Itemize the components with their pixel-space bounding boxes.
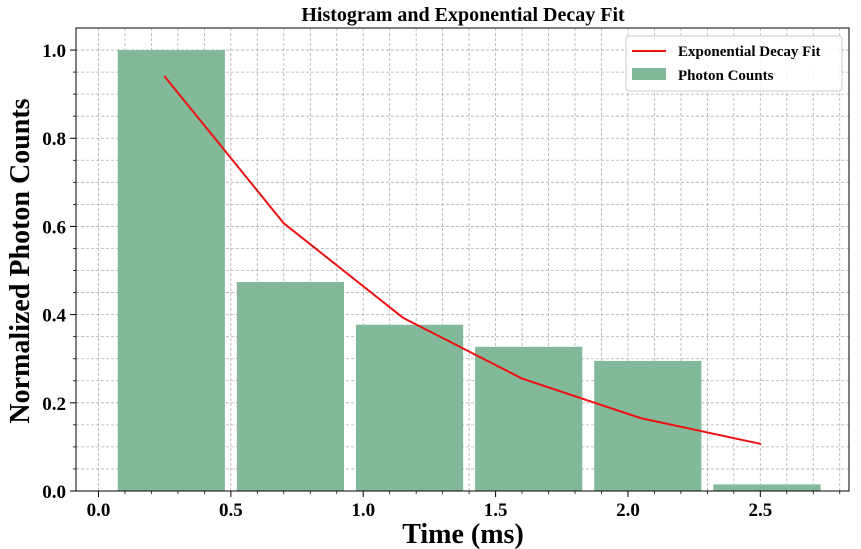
fit-line bbox=[163, 75, 762, 445]
legend-label-fit: Exponential Decay Fit bbox=[678, 44, 821, 60]
x-tick-label: 0.0 bbox=[87, 500, 111, 521]
histogram-bar bbox=[117, 50, 225, 492]
y-tick-label: 0.6 bbox=[42, 217, 66, 238]
x-tick-label: 2.0 bbox=[616, 500, 640, 521]
y-tick-label: 0.4 bbox=[42, 306, 66, 327]
fit-line-layer bbox=[163, 75, 762, 445]
histogram-bar bbox=[713, 484, 821, 491]
x-axis-label: Time (ms) bbox=[402, 519, 524, 549]
legend-bar-swatch bbox=[632, 68, 666, 80]
x-tick-label: 0.5 bbox=[219, 500, 243, 521]
y-tick-label: 0.0 bbox=[42, 482, 66, 503]
legend-label-histogram: Photon Counts bbox=[678, 68, 774, 84]
legend: Exponential Decay Fit Photon Counts bbox=[625, 35, 843, 92]
y-tick-label: 0.2 bbox=[42, 394, 66, 415]
histogram-bar bbox=[594, 360, 702, 491]
legend-frame bbox=[625, 35, 843, 92]
x-tick-label: 2.5 bbox=[748, 500, 772, 521]
x-tick-label: 1.0 bbox=[351, 500, 375, 521]
axis-ticks: 0.0 0.5 1.0 1.5 2.0 2.5 0.0 0.2 0.4 0.6 0.8 1.0 bbox=[42, 41, 841, 521]
histogram-bar bbox=[236, 281, 345, 491]
y-tick-label: 1.0 bbox=[42, 41, 66, 62]
chart-title: Histogram and Exponential Decay Fit bbox=[301, 4, 625, 26]
histogram-bars bbox=[117, 50, 821, 492]
histogram-bar bbox=[475, 346, 583, 491]
y-axis-label: Normalized Photon Counts bbox=[5, 98, 36, 423]
y-tick-label: 0.8 bbox=[42, 129, 66, 150]
plot-frame bbox=[75, 27, 850, 492]
histogram-bar bbox=[355, 324, 464, 491]
x-tick-label: 1.5 bbox=[484, 500, 508, 521]
